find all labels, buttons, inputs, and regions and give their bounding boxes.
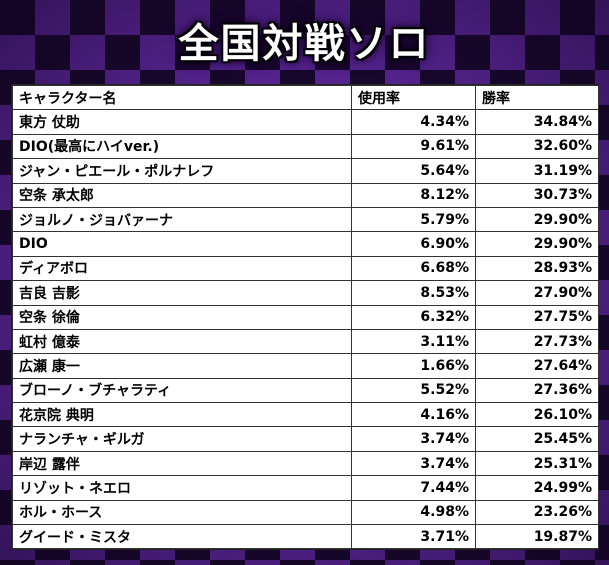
win-rate-cell: 25.45% <box>475 426 599 452</box>
win-rate-cell: 31.19% <box>475 158 599 184</box>
table-row: グイード・ミスタ 3.71% 19.87% <box>12 524 599 550</box>
usage-rate-cell: 3.74% <box>351 450 476 477</box>
header-usage-rate: 使用率 <box>351 84 476 111</box>
usage-rate-cell: 8.12% <box>351 182 476 208</box>
character-name-cell: ブローノ・ブチャラティ <box>12 377 352 404</box>
win-rate-cell: 27.90% <box>475 280 599 306</box>
win-rate-cell: 30.73% <box>475 182 599 208</box>
table-row: 虹村 億泰 3.11% 27.73% <box>12 328 599 355</box>
character-name-cell: 空条 承太郎 <box>12 182 352 208</box>
character-name-cell: 東方 仗助 <box>12 109 352 135</box>
table-row: 空条 承太郎 8.12% 30.73% <box>12 182 599 208</box>
win-rate-cell: 19.87% <box>475 524 599 550</box>
title-banner: 全国対戦ソロ <box>0 0 609 80</box>
table-row: 吉良 吉影 8.53% 27.90% <box>12 280 599 306</box>
table-body: 東方 仗助 4.34% 34.84% DIO(最高にハイver.) 9.61% 32.60… <box>12 109 599 550</box>
character-name-cell: グイード・ミスタ <box>12 524 352 550</box>
character-name-cell: リゾット・ネエロ <box>12 475 352 501</box>
character-name-cell: 広瀬 康一 <box>12 353 352 379</box>
win-rate-cell: 28.93% <box>475 255 599 282</box>
table-row: 空条 徐倫 6.32% 27.75% <box>12 304 599 330</box>
usage-rate-cell: 8.53% <box>351 280 476 306</box>
table-row: ブローノ・ブチャラティ 5.52% 27.36% <box>12 377 599 404</box>
table-row: ナランチャ・ギルガ 3.74% 25.45% <box>12 426 599 452</box>
win-rate-cell: 27.75% <box>475 304 599 330</box>
table-row: ジャン・ピエール・ポルナレフ 5.64% 31.19% <box>12 158 599 184</box>
usage-rate-cell: 9.61% <box>351 133 476 160</box>
usage-rate-cell: 4.34% <box>351 109 476 135</box>
table-row: DIO(最高にハイver.) 9.61% 32.60% <box>12 133 599 160</box>
table-row: リゾット・ネエロ 7.44% 24.99% <box>12 475 599 501</box>
character-name-cell: DIO(最高にハイver.) <box>12 133 352 160</box>
character-name-cell: 花京院 典明 <box>12 402 352 428</box>
table-header-row: キャラクター名 使用率 勝率 <box>12 84 599 111</box>
table-row: ジョルノ・ジョバァーナ 5.79% 29.90% <box>12 206 599 233</box>
win-rate-cell: 29.90% <box>475 206 599 233</box>
win-rate-cell: 27.64% <box>475 353 599 379</box>
character-name-cell: DIO <box>12 231 352 257</box>
usage-rate-cell: 5.52% <box>351 377 476 404</box>
page-title: 全国対戦ソロ <box>178 21 431 67</box>
win-rate-cell: 32.60% <box>475 133 599 160</box>
usage-rate-cell: 1.66% <box>351 353 476 379</box>
header-win-rate: 勝率 <box>475 84 599 111</box>
win-rate-cell: 27.73% <box>475 328 599 355</box>
ranking-table-container: キャラクター名 使用率 勝率 東方 仗助 4.34% 34.84% DIO(最高にハイ… <box>11 84 599 551</box>
table-row: 岸辺 露伴 3.74% 25.31% <box>12 450 599 477</box>
table-row: DIO 6.90% 29.90% <box>12 231 599 257</box>
character-name-cell: ホル・ホース <box>12 499 352 526</box>
character-name-cell: ジョルノ・ジョバァーナ <box>12 206 352 233</box>
usage-rate-cell: 3.71% <box>351 524 476 550</box>
win-rate-cell: 34.84% <box>475 109 599 135</box>
header-character-name: キャラクター名 <box>12 84 352 111</box>
usage-rate-cell: 5.79% <box>351 206 476 233</box>
win-rate-cell: 23.26% <box>475 499 599 526</box>
character-name-cell: 吉良 吉影 <box>12 280 352 306</box>
usage-rate-cell: 6.68% <box>351 255 476 282</box>
character-name-cell: ナランチャ・ギルガ <box>12 426 352 452</box>
usage-rate-cell: 6.90% <box>351 231 476 257</box>
win-rate-cell: 26.10% <box>475 402 599 428</box>
table-row: 花京院 典明 4.16% 26.10% <box>12 402 599 428</box>
win-rate-cell: 25.31% <box>475 450 599 477</box>
usage-rate-cell: 3.74% <box>351 426 476 452</box>
win-rate-cell: 27.36% <box>475 377 599 404</box>
usage-rate-cell: 5.64% <box>351 158 476 184</box>
usage-rate-cell: 4.98% <box>351 499 476 526</box>
ranking-table: キャラクター名 使用率 勝率 東方 仗助 4.34% 34.84% DIO(最高にハイ… <box>12 84 599 550</box>
win-rate-cell: 29.90% <box>475 231 599 257</box>
table-row: ホル・ホース 4.98% 23.26% <box>12 499 599 526</box>
table-row: 東方 仗助 4.34% 34.84% <box>12 109 599 135</box>
character-name-cell: 虹村 億泰 <box>12 328 352 355</box>
usage-rate-cell: 7.44% <box>351 475 476 501</box>
character-name-cell: ディアボロ <box>12 255 352 282</box>
win-rate-cell: 24.99% <box>475 475 599 501</box>
usage-rate-cell: 3.11% <box>351 328 476 355</box>
table-row: 広瀬 康一 1.66% 27.64% <box>12 353 599 379</box>
usage-rate-cell: 6.32% <box>351 304 476 330</box>
character-name-cell: 岸辺 露伴 <box>12 450 352 477</box>
character-name-cell: ジャン・ピエール・ポルナレフ <box>12 158 352 184</box>
usage-rate-cell: 4.16% <box>351 402 476 428</box>
table-row: ディアボロ 6.68% 28.93% <box>12 255 599 282</box>
character-name-cell: 空条 徐倫 <box>12 304 352 330</box>
